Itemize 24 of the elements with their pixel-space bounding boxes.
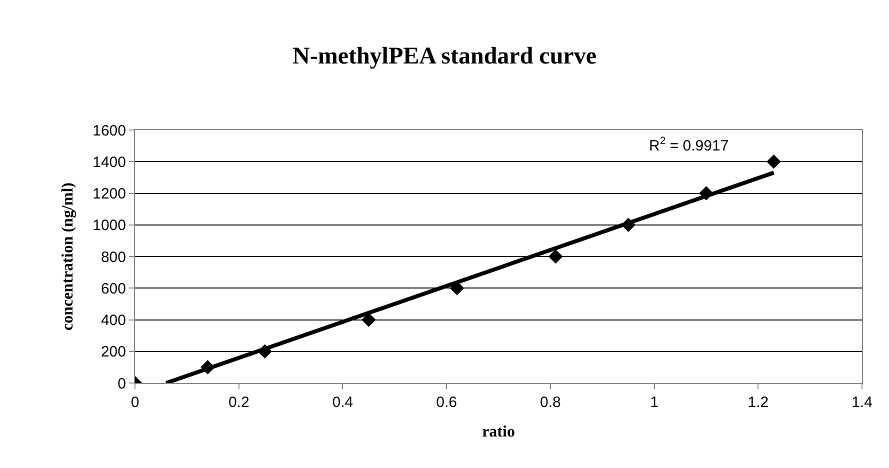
x-axis-title: ratio xyxy=(482,424,515,441)
y-tick-label: 1600 xyxy=(92,122,126,140)
x-tick-label: 0.8 xyxy=(540,394,561,411)
point xyxy=(362,312,376,327)
y-tick-label: 1200 xyxy=(92,186,126,202)
x-tick-label: 0.6 xyxy=(436,394,457,411)
x-tick-label: 0 xyxy=(130,394,140,411)
x-tick-label: 1.2 xyxy=(748,394,769,411)
point xyxy=(766,154,781,169)
y-tick-label: 800 xyxy=(100,248,126,266)
point xyxy=(548,249,563,264)
annotation: R$^{2}$ = 0.9917 xyxy=(649,135,729,154)
y-tick-label: 0 xyxy=(118,375,126,392)
y-tick-label: 1400 xyxy=(92,154,126,171)
x-tick-label: 0.2 xyxy=(228,394,250,411)
y-tick-label: 600 xyxy=(100,280,126,298)
y-tick-label: 1000 xyxy=(92,217,126,234)
y-axis-title: concentration (ng/ml) xyxy=(60,182,77,330)
y-tick-label: 200 xyxy=(100,344,126,361)
x-tick-label: 1 xyxy=(650,394,658,411)
y-tick-label: 400 xyxy=(100,312,126,329)
x-tick-label: 1.4 xyxy=(852,394,872,411)
x-tick-label: 0.4 xyxy=(332,394,354,411)
chart-title: N-methylPEA standard curve xyxy=(292,44,597,70)
